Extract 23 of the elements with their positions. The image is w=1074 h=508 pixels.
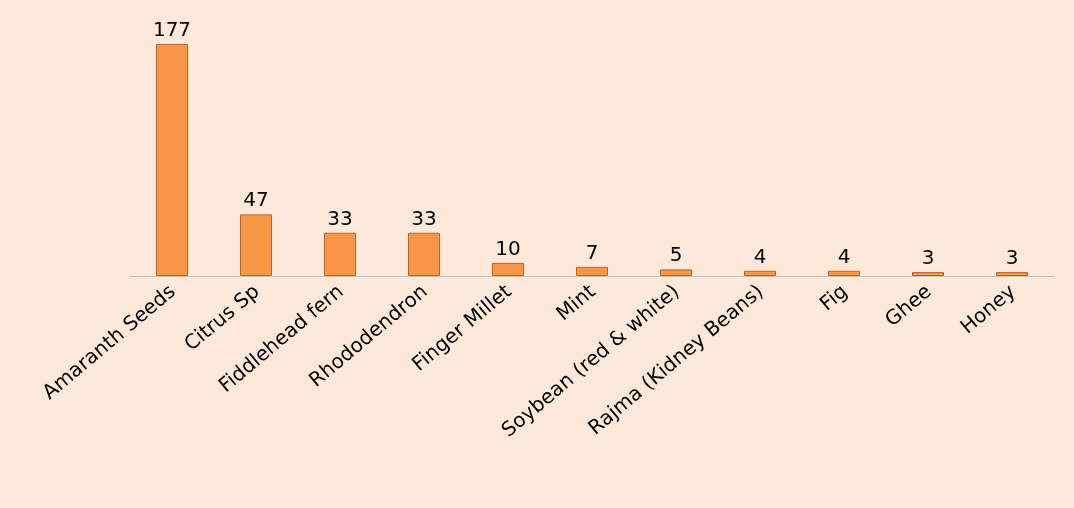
- x-tick-label: Fig: [814, 278, 852, 316]
- bar: [912, 272, 944, 276]
- data-label: 3: [1005, 245, 1019, 270]
- bar: [408, 232, 440, 276]
- bar: [744, 270, 776, 276]
- bar: [828, 270, 860, 276]
- data-label: 4: [753, 243, 767, 268]
- bar: [576, 266, 608, 276]
- data-label: 10: [495, 235, 521, 260]
- data-label: 5: [669, 242, 683, 267]
- bar: [324, 232, 356, 276]
- data-label: 177: [152, 16, 192, 41]
- data-label: 4: [837, 243, 851, 268]
- bar: [492, 262, 524, 276]
- data-label: 33: [411, 205, 437, 230]
- data-label: 33: [327, 205, 353, 230]
- bar: [996, 272, 1028, 276]
- bar: [156, 43, 188, 276]
- data-label: 47: [243, 187, 269, 212]
- data-label: 7: [585, 239, 599, 264]
- data-label: 3: [921, 245, 935, 270]
- bar: [660, 269, 692, 276]
- bar: [240, 214, 272, 276]
